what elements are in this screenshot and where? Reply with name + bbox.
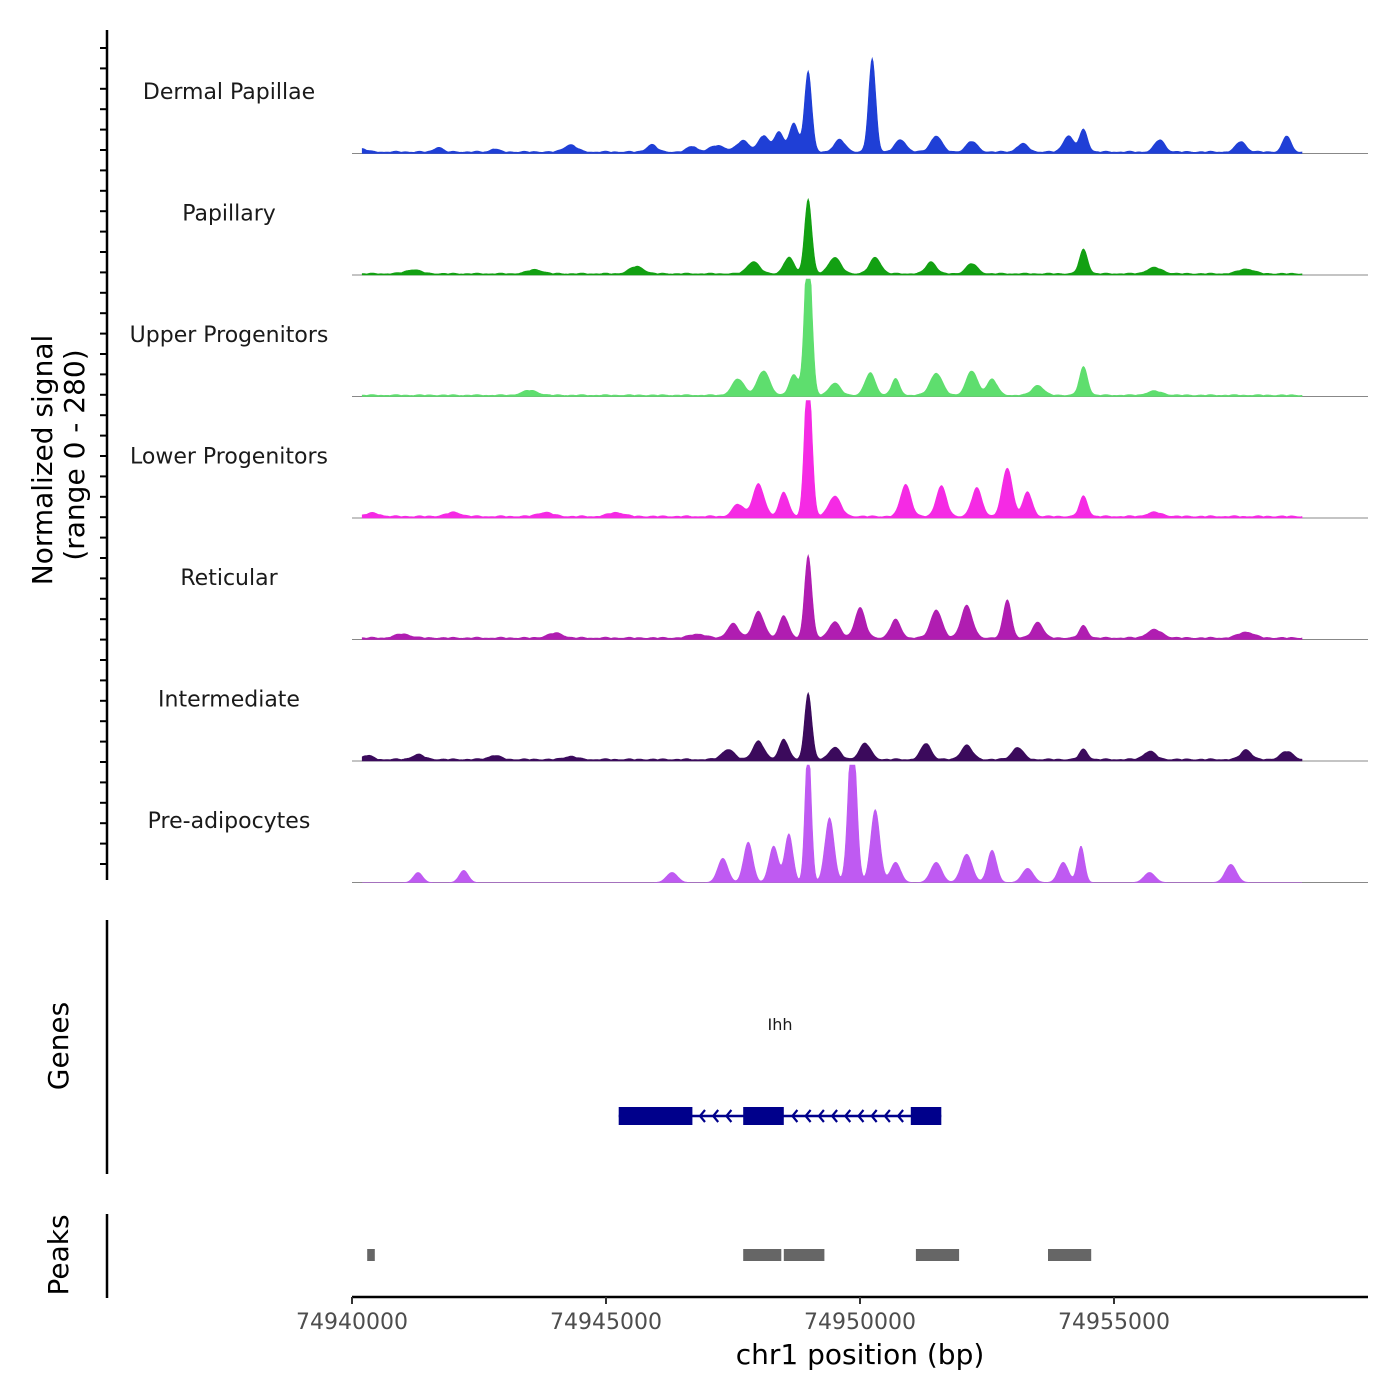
- signal-area: [362, 764, 1302, 883]
- peak-region: [367, 1249, 375, 1261]
- track-label: Intermediate: [158, 688, 300, 713]
- peak-regions: [367, 1249, 1092, 1261]
- track-label: Reticular: [180, 566, 278, 591]
- strand-arrow: [870, 1109, 878, 1123]
- strand-arrow: [711, 1109, 720, 1123]
- genes-track-title: Genes: [42, 1002, 75, 1090]
- signal-area: [361, 278, 1303, 397]
- x-tick-label: 74955000: [1058, 1310, 1170, 1335]
- signal-area: [361, 56, 1303, 154]
- strand-arrow: [724, 1109, 733, 1123]
- peak-region: [783, 1249, 825, 1261]
- signal-area: [361, 400, 1303, 519]
- strand-arrow: [817, 1109, 825, 1123]
- strand-arrow: [790, 1109, 799, 1123]
- track-papillary: Papillary: [182, 197, 1368, 276]
- track-lower-progenitors: Lower Progenitors: [130, 400, 1368, 519]
- track-label: Lower Progenitors: [130, 445, 328, 470]
- peak-region: [915, 1249, 960, 1261]
- gene-exon: [910, 1107, 942, 1125]
- gene-exon: [743, 1107, 784, 1125]
- gene-exons: [618, 1107, 942, 1125]
- x-tick-label: 74950000: [804, 1310, 916, 1335]
- strand-arrow: [857, 1109, 865, 1123]
- track-intermediate: Intermediate: [158, 688, 1368, 762]
- signal-area: [361, 197, 1303, 276]
- signal-area: [361, 691, 1303, 762]
- x-tick-label: 74945000: [550, 1310, 662, 1335]
- peak-region: [1048, 1249, 1092, 1261]
- strand-arrow: [698, 1109, 706, 1123]
- track-pre-adipocytes: Pre-adipocytes: [148, 764, 1368, 883]
- x-axis-ticks: 74940000 74945000 74950000 74955000: [296, 1297, 1170, 1335]
- gene-exon: [618, 1107, 693, 1125]
- y-axis-range: (range 0 - 280): [58, 349, 91, 560]
- peak-region: [743, 1249, 782, 1261]
- signal-area: [361, 553, 1303, 640]
- signal-y-ticks: [100, 47, 107, 865]
- gene-label: Ihh: [768, 1015, 793, 1034]
- strand-arrow: [883, 1109, 891, 1123]
- x-axis-title: chr1 position (bp): [736, 1338, 985, 1371]
- strand-arrow: [804, 1109, 812, 1123]
- x-tick-label: 74940000: [296, 1310, 408, 1335]
- track-label: Papillary: [182, 202, 276, 227]
- strand-arrow: [896, 1109, 904, 1123]
- peaks-track-title: Peaks: [42, 1214, 75, 1295]
- track-label: Dermal Papillae: [143, 80, 315, 105]
- strand-arrow: [843, 1109, 852, 1123]
- gene-strand-arrows: [698, 1109, 904, 1123]
- strand-arrow: [830, 1109, 838, 1123]
- track-dermal-papillae: Dermal Papillae: [143, 56, 1368, 154]
- gene-track: Ihh: [618, 1015, 942, 1125]
- y-axis-title: Normalized signal: [26, 335, 59, 586]
- coverage-tracks: Dermal Papillae Papillary Upper Progenitor…: [130, 56, 1368, 883]
- track-upper-progenitors: Upper Progenitors: [130, 278, 1368, 397]
- track-reticular: Reticular: [180, 553, 1368, 640]
- track-label: Pre-adipocytes: [148, 809, 311, 834]
- track-label: Upper Progenitors: [130, 323, 329, 348]
